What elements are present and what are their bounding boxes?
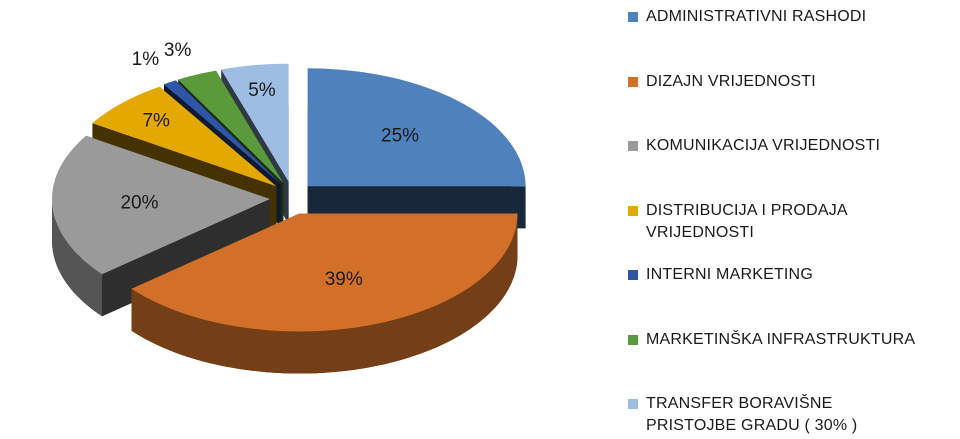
data-label: 39%: [325, 269, 363, 290]
legend-label: DIZAJN VRIJEDNOSTI: [646, 72, 816, 90]
legend-label: ADMINISTRATIVNI RASHODI: [646, 8, 867, 25]
pie-slice: [178, 70, 284, 183]
legend-item: TRANSFER BORAVIŠNE PRISTOJBE GRADU ( 30%…: [628, 393, 958, 439]
legend-swatch: [628, 334, 638, 345]
legend-swatch: [628, 12, 638, 22]
legend: ADMINISTRATIVNI RASHODI DIZAJN VRIJEDNOST…: [628, 6, 958, 439]
pie-slice: [307, 68, 526, 187]
legend-swatch: [628, 205, 638, 216]
legend-item: DIZAJN VRIJEDNOSTI: [628, 71, 958, 136]
data-label: 5%: [248, 80, 276, 101]
legend-item: MARKETINŠKA INFRASTRUKTURA: [628, 329, 958, 394]
data-label: 1%: [132, 49, 160, 70]
legend-swatch: [628, 76, 638, 87]
legend-item: ADMINISTRATIVNI RASHODI: [628, 6, 958, 71]
pie-area: 25% 39% 20% 7% 1% 3% 5%: [52, 40, 526, 374]
slice-rim: [131, 213, 518, 374]
legend-item: INTERNI MARKETING: [628, 264, 958, 329]
pie-slice: [52, 135, 270, 275]
data-label: 25%: [381, 125, 419, 146]
legend-label: INTERNI MARKETING: [646, 266, 813, 283]
legend-label: TRANSFER BORAVIŠNE PRISTOJBE GRADU ( 30%…: [646, 395, 858, 434]
legend-swatch: [628, 399, 638, 409]
legend-swatch: [628, 141, 638, 151]
pie-slice: [221, 63, 289, 182]
slice-rim: [52, 199, 103, 317]
pie-slice: [92, 86, 277, 187]
legend-label: KOMUNIKACIJA VRIJEDNOSTI: [646, 137, 881, 154]
legend-item: DISTRIBUCIJA I PRODAJA VRIJEDNOSTI: [628, 200, 958, 265]
pie-slice: [131, 213, 518, 332]
legend-swatch: [628, 270, 638, 280]
legend-label: DISTRIBUCIJA I PRODAJA VRIJEDNOSTI: [646, 201, 847, 241]
legend-item: KOMUNIKACIJA VRIJEDNOSTI: [628, 135, 958, 200]
pie-tops: [52, 63, 526, 332]
data-label: 7%: [142, 110, 170, 131]
data-label: 3%: [164, 40, 192, 61]
pie-slice: [164, 80, 281, 184]
data-label: 20%: [120, 192, 158, 213]
legend-label: MARKETINŠKA INFRASTRUKTURA: [646, 330, 916, 348]
